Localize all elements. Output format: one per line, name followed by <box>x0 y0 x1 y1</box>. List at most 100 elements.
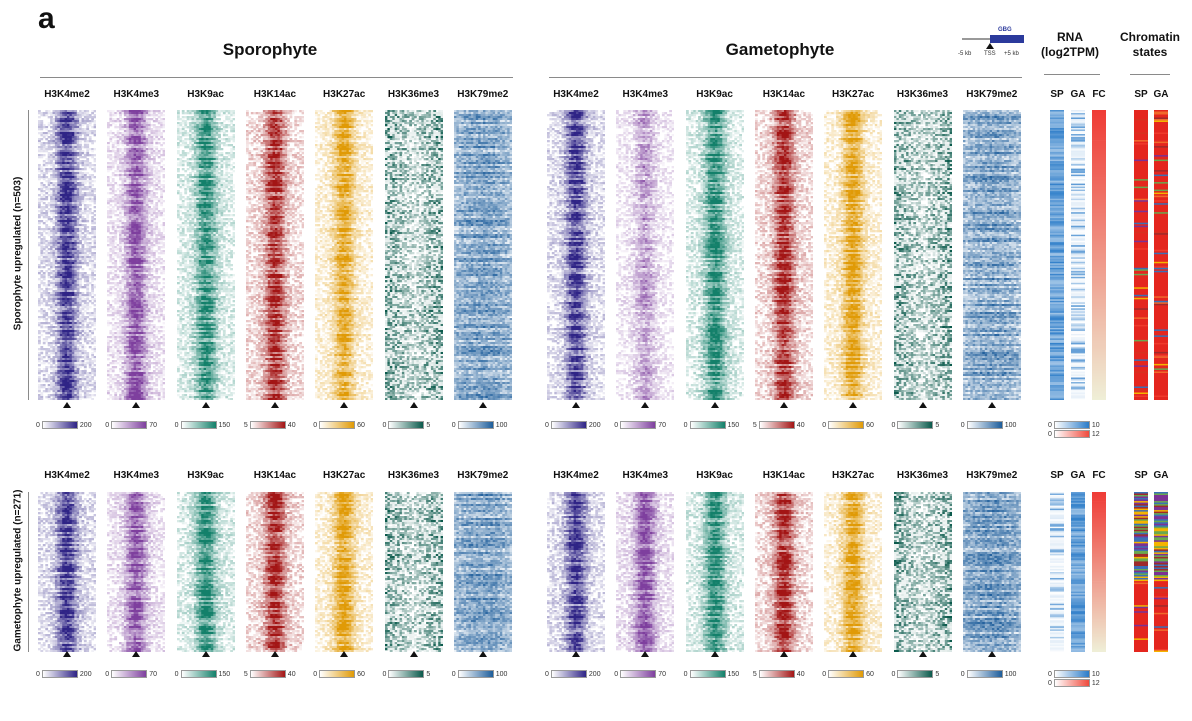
colorbar-min: 0 <box>36 671 40 678</box>
rna-col-sp: SP <box>1047 89 1067 100</box>
track-label: H3K14ac <box>749 89 819 100</box>
colorbar-min: 0 <box>1048 680 1052 687</box>
tss-marker <box>988 402 996 408</box>
rna-col-sp: SP <box>1047 470 1067 481</box>
tss-marker <box>63 402 71 408</box>
chromatin-title: Chromatin states <box>1110 30 1190 60</box>
heatmap-h3k79me2 <box>963 110 1021 400</box>
track-label: H3K9ac <box>171 470 241 481</box>
heatmap-canvas <box>963 110 1021 400</box>
heatmap-h3k9ac <box>686 110 744 400</box>
gene-model-diagram: GBG -5 kb TSS +5 kb <box>958 24 1028 60</box>
rna-col-ga: GA <box>1068 470 1088 481</box>
colorbar <box>1054 430 1090 438</box>
colorbar <box>759 421 795 429</box>
stripe-canvas <box>1071 110 1085 400</box>
colorbar-max: 200 <box>589 422 601 429</box>
tss-marker <box>641 402 649 408</box>
rna-stripe-sp <box>1050 110 1064 400</box>
heatmap-canvas <box>824 492 882 652</box>
sporophyte-rule <box>40 77 513 78</box>
stripe-canvas <box>1134 110 1148 400</box>
colorbar-min: 0 <box>822 671 826 678</box>
row-divider <box>28 492 29 652</box>
colorbar <box>458 670 494 678</box>
colorbar-max: 5 <box>426 671 430 678</box>
colorbar-min: 5 <box>244 422 248 429</box>
colorbar-max: 100 <box>496 422 508 429</box>
heatmap-h3k4me2 <box>38 110 96 400</box>
heatmap-canvas <box>454 110 512 400</box>
heatmap-canvas <box>963 492 1021 652</box>
colorbar <box>111 421 147 429</box>
heatmap-canvas <box>107 110 165 400</box>
colorbar <box>388 421 424 429</box>
colorbar-min: 5 <box>753 671 757 678</box>
rna-col-ga: GA <box>1068 89 1088 100</box>
tss-marker <box>780 402 788 408</box>
track-label: H3K4me2 <box>32 89 102 100</box>
heatmap-h3k36me3 <box>385 110 443 400</box>
track-label: H3K36me3 <box>888 470 958 481</box>
colorbar <box>1054 421 1090 429</box>
colorbar <box>42 421 78 429</box>
tss-marker <box>641 651 649 657</box>
colorbar-max: 40 <box>797 422 805 429</box>
chromatin-col-ga: GA <box>1151 89 1171 100</box>
colorbar-min: 0 <box>684 422 688 429</box>
tss-marker <box>988 651 996 657</box>
colorbar-max: 40 <box>797 671 805 678</box>
track-label: H3K9ac <box>171 89 241 100</box>
track-label: H3K14ac <box>240 89 310 100</box>
row-title: Gametophyte upregulated (n=271) <box>13 421 24 721</box>
track-label: H3K4me3 <box>610 89 680 100</box>
tss-marker <box>63 651 71 657</box>
group-title-sporophyte: Sporophyte <box>170 40 370 60</box>
colorbar-max: 70 <box>149 422 157 429</box>
tss-marker <box>919 402 927 408</box>
colorbar <box>42 670 78 678</box>
tss-marker <box>711 402 719 408</box>
rna-rule <box>1044 74 1100 75</box>
tss-marker <box>340 402 348 408</box>
colorbar-max: 5 <box>935 671 939 678</box>
rna-col-fc: FC <box>1089 470 1109 481</box>
colorbar <box>967 421 1003 429</box>
colorbar <box>759 670 795 678</box>
heatmap-canvas <box>246 110 304 400</box>
colorbar-min: 0 <box>684 671 688 678</box>
group-title-gametophyte: Gametophyte <box>680 40 880 60</box>
track-label: H3K14ac <box>240 470 310 481</box>
rna-stripe-fc <box>1092 492 1106 652</box>
track-label: H3K27ac <box>818 470 888 481</box>
stripe-canvas <box>1050 492 1064 652</box>
track-label: H3K27ac <box>309 89 379 100</box>
heatmap-h3k4me3 <box>107 110 165 400</box>
heatmap-h3k27ac <box>824 492 882 652</box>
heatmap-canvas <box>177 110 235 400</box>
tss-marker <box>780 651 788 657</box>
colorbar-min: 0 <box>1048 422 1052 429</box>
heatmap-h3k4me2 <box>38 492 96 652</box>
heatmap-canvas <box>616 492 674 652</box>
row-title: Sporophyte upregulated (n=503) <box>13 104 24 404</box>
track-label: H3K36me3 <box>379 470 449 481</box>
colorbar <box>828 421 864 429</box>
tss-marker <box>202 651 210 657</box>
tss-marker <box>479 651 487 657</box>
colorbar-min: 0 <box>452 422 456 429</box>
chromatin-stripe-ga <box>1154 110 1168 400</box>
stripe-canvas <box>1071 492 1085 652</box>
